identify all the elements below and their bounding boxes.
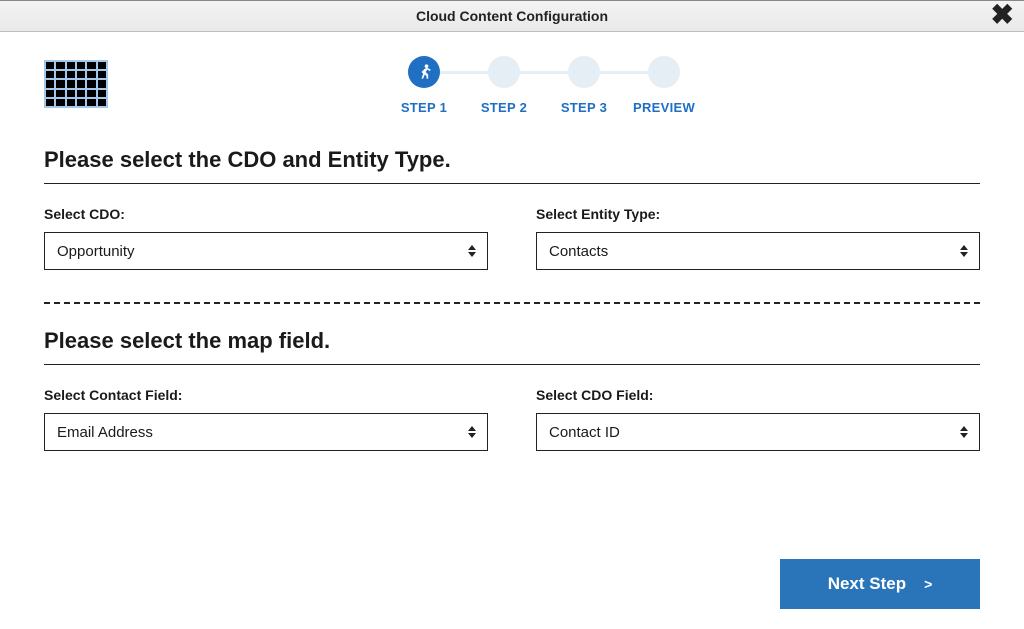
- close-icon[interactable]: ✖: [987, 0, 1018, 31]
- step-label: STEP 3: [561, 100, 607, 115]
- step-1[interactable]: STEP 1: [384, 56, 464, 115]
- label-select-entity-type: Select Entity Type:: [536, 206, 980, 222]
- step-3[interactable]: STEP 3: [544, 56, 624, 115]
- chevron-right-icon: >: [924, 576, 932, 592]
- dialog-body: STEP 1 STEP 2 STEP 3 PREVIEW Pleas: [0, 32, 1024, 629]
- step-label: STEP 2: [481, 100, 527, 115]
- select-cdo-value: Opportunity: [57, 243, 135, 260]
- label-select-cdo-field: Select CDO Field:: [536, 387, 980, 403]
- dashed-divider: [44, 302, 980, 304]
- step-dot: [488, 56, 520, 88]
- step-preview[interactable]: PREVIEW: [624, 56, 704, 115]
- label-select-contact-field: Select Contact Field:: [44, 387, 488, 403]
- step-2[interactable]: STEP 2: [464, 56, 544, 115]
- stepper-carets-icon: [467, 245, 477, 257]
- stepper: STEP 1 STEP 2 STEP 3 PREVIEW: [108, 56, 980, 115]
- step-label: PREVIEW: [633, 100, 695, 115]
- section-2-title: Please select the map field.: [44, 328, 980, 354]
- grid-icon: [44, 60, 108, 108]
- next-step-button[interactable]: Next Step >: [780, 559, 980, 609]
- titlebar: Cloud Content Configuration ✖: [0, 0, 1024, 32]
- select-entity-type[interactable]: Contacts: [536, 232, 980, 270]
- stepper-carets-icon: [467, 426, 477, 438]
- divider: [44, 364, 980, 365]
- step-dot: [648, 56, 680, 88]
- stepper-carets-icon: [959, 426, 969, 438]
- label-select-cdo: Select CDO:: [44, 206, 488, 222]
- step-dot: [568, 56, 600, 88]
- step-label: STEP 1: [401, 100, 447, 115]
- divider: [44, 183, 980, 184]
- stepper-carets-icon: [959, 245, 969, 257]
- select-cdo-field-value: Contact ID: [549, 424, 620, 441]
- select-contact-field-value: Email Address: [57, 424, 153, 441]
- next-step-label: Next Step: [828, 574, 906, 594]
- select-cdo[interactable]: Opportunity: [44, 232, 488, 270]
- form-row-1: Select CDO: Opportunity Select Entity Ty…: [44, 206, 980, 270]
- runner-icon: [414, 62, 434, 82]
- select-entity-type-value: Contacts: [549, 243, 608, 260]
- section-1-title: Please select the CDO and Entity Type.: [44, 147, 980, 173]
- select-contact-field[interactable]: Email Address: [44, 413, 488, 451]
- select-cdo-field[interactable]: Contact ID: [536, 413, 980, 451]
- window-title: Cloud Content Configuration: [416, 8, 608, 24]
- form-row-2: Select Contact Field: Email Address Sele…: [44, 387, 980, 451]
- header-row: STEP 1 STEP 2 STEP 3 PREVIEW: [44, 56, 980, 115]
- step-dot-active: [408, 56, 440, 88]
